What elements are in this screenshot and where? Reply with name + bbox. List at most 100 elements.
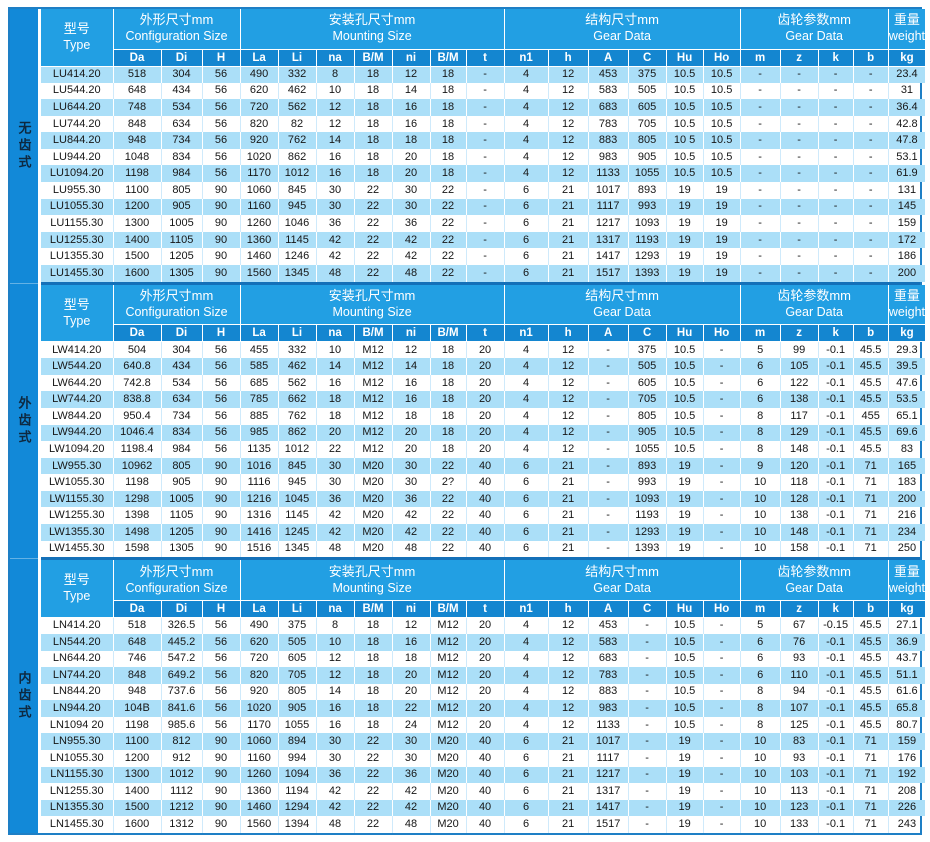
value-cell: -0.15 xyxy=(817,617,854,634)
unit-header: La xyxy=(239,599,279,618)
value-cell: - xyxy=(779,132,819,149)
value-cell: 4 xyxy=(503,358,549,375)
value-cell: 30 xyxy=(391,457,431,475)
value-cell: 12 xyxy=(547,165,589,183)
value-cell: 1460 xyxy=(239,248,279,265)
table-row: LW1255.30 1398 1105 90 1316 1145 42 M20 42 22 40 6 2… xyxy=(41,507,926,525)
value-cell: 10.5 xyxy=(665,650,704,668)
value-cell: 10.5 xyxy=(665,115,704,133)
value-cell: 14 xyxy=(391,358,431,375)
value-cell: 1017 xyxy=(587,733,629,750)
value-cell: 490 xyxy=(239,617,279,634)
value-cell: 19 xyxy=(665,490,704,508)
unit-header: Da xyxy=(113,48,162,67)
value-cell: - xyxy=(739,99,781,116)
value-cell: 158 xyxy=(779,540,819,558)
value-cell: 208 xyxy=(887,783,926,800)
model-cell: LU644.20 xyxy=(41,99,114,116)
value-cell: 40 xyxy=(465,783,505,800)
value-cell: - xyxy=(465,198,505,216)
col-group-en: Gear Data xyxy=(785,305,843,320)
value-cell: 19 xyxy=(665,231,704,249)
table-row: LU844.20 948 734 56 920 762 14 18 18 18-4 12 883 805… xyxy=(41,132,926,149)
value-cell: 42 xyxy=(391,248,431,265)
unit-header-row: Da Di H La Li na B/M ni B/M t n1 h A C Hu Ho m z k b kg xyxy=(41,599,926,618)
value-cell: 71 xyxy=(852,749,889,767)
group-header-row: 型号 Type 外形尺寸mm Configuration Size 安装孔尺寸mm Mou… xyxy=(41,284,926,343)
model-cell: LN944.20 xyxy=(41,700,114,717)
table-head: 型号 Type 外形尺寸mm Configuration Size 安装孔尺寸mm Mou… xyxy=(41,284,926,343)
value-cell: 90 xyxy=(201,457,241,475)
value-cell: 18 xyxy=(353,667,393,684)
value-cell: M20 xyxy=(429,799,467,817)
value-cell: 48 xyxy=(391,816,431,834)
value-cell: -0.1 xyxy=(817,716,854,734)
value-cell: 159 xyxy=(887,215,926,232)
value-cell: - xyxy=(465,182,505,199)
value-cell: 984 xyxy=(160,441,203,458)
unit-header: Li xyxy=(277,48,317,67)
value-cell: 45.5 xyxy=(852,424,889,442)
value-cell: 12 xyxy=(315,650,355,668)
value-cell: 22 xyxy=(353,248,393,265)
unit-header: t xyxy=(465,599,505,618)
value-cell: 620 xyxy=(239,633,279,651)
value-cell: - xyxy=(852,215,889,232)
value-cell: 10 xyxy=(739,524,781,541)
value-cell: 145 xyxy=(887,198,926,216)
unit-header: m xyxy=(739,324,781,343)
value-cell: 19 xyxy=(702,231,741,249)
value-cell: - xyxy=(702,633,741,651)
value-cell: 583 xyxy=(587,82,629,100)
value-cell: - xyxy=(702,667,741,684)
value-cell: 243 xyxy=(887,816,926,834)
value-cell: 1398 xyxy=(112,507,162,525)
value-cell: 1393 xyxy=(627,540,667,558)
value-cell: 21 xyxy=(547,507,589,525)
value-cell: 56 xyxy=(201,391,241,408)
value-cell: 993 xyxy=(627,474,667,491)
value-cell: 4 xyxy=(503,82,549,100)
col-group-zh: 外形尺寸mm xyxy=(139,12,214,28)
value-cell: - xyxy=(702,799,741,817)
value-cell: - xyxy=(779,165,819,183)
value-cell: 36 xyxy=(391,215,431,232)
value-cell: 48 xyxy=(315,540,355,558)
value-cell: 12 xyxy=(547,341,589,359)
value-cell: 22 xyxy=(353,198,393,216)
value-cell: 200 xyxy=(887,490,926,508)
value-cell: 304 xyxy=(160,66,203,83)
value-cell: 762 xyxy=(277,132,317,149)
value-cell: 1105 xyxy=(160,507,203,525)
value-cell: 56 xyxy=(201,407,241,425)
value-cell: 90 xyxy=(201,816,241,834)
col-group-header-0: 外形尺寸mm Configuration Size xyxy=(112,284,241,326)
value-cell: 10.5 xyxy=(702,99,741,116)
value-cell: 518 xyxy=(112,66,162,83)
value-cell: 518 xyxy=(112,617,162,634)
value-cell: - xyxy=(587,407,629,425)
value-cell: - xyxy=(817,66,854,83)
value-cell: 42.8 xyxy=(887,115,926,133)
value-cell: - xyxy=(465,215,505,232)
value-cell: -0.1 xyxy=(817,683,854,701)
col-header-type: 型号 Type xyxy=(41,560,114,618)
value-cell: 1016 xyxy=(239,457,279,475)
col-group-header-2: 结构尺寸mm Gear Data xyxy=(503,9,741,50)
value-cell: 18 xyxy=(353,132,393,149)
value-cell: 6 xyxy=(739,667,781,684)
value-cell: 90 xyxy=(201,182,241,199)
value-cell: 45.5 xyxy=(852,391,889,408)
value-cell: 4 xyxy=(503,617,549,634)
value-cell: 1460 xyxy=(239,799,279,817)
value-cell: 490 xyxy=(239,66,279,83)
value-cell: 1600 xyxy=(112,816,162,834)
col-header-type-en: Type xyxy=(63,313,91,328)
value-cell: 1198 xyxy=(112,474,162,491)
value-cell: 165 xyxy=(887,457,926,475)
value-cell: 56 xyxy=(201,667,241,684)
unit-header: z xyxy=(779,599,819,618)
value-cell: 820 xyxy=(239,667,279,684)
value-cell: 250 xyxy=(887,540,926,558)
col-group-header-3: 齿轮参数mm Gear Data xyxy=(739,284,889,326)
